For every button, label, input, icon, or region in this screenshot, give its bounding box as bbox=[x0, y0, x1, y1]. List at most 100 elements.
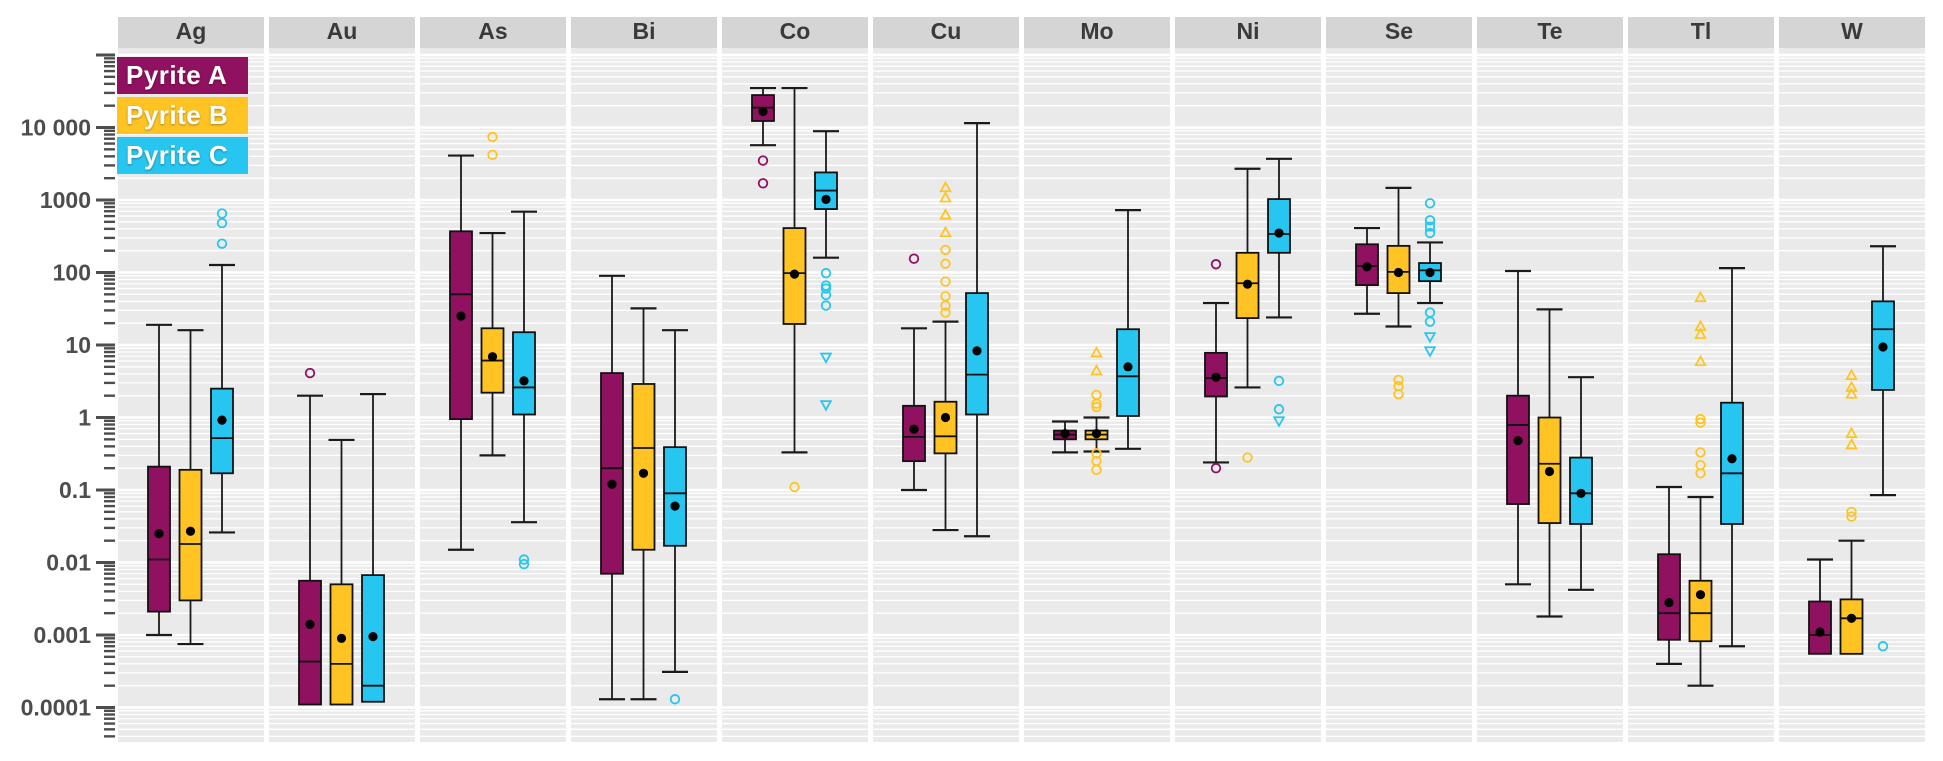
iqr-box bbox=[1657, 553, 1681, 641]
panel-header bbox=[1175, 17, 1321, 48]
iqr-box bbox=[1720, 401, 1744, 525]
outlier-circle-marker bbox=[820, 283, 832, 294]
box-au-pyrite-c bbox=[360, 393, 386, 703]
outlier-circle-marker bbox=[820, 267, 832, 279]
panel-w: W bbox=[1779, 17, 1925, 742]
outlier-circle-marker bbox=[1242, 452, 1253, 463]
outlier-circle-marker bbox=[940, 244, 951, 256]
mean-dot bbox=[1727, 454, 1737, 464]
outlier-triangle-down-marker bbox=[1423, 346, 1437, 358]
outlier-circle-marker bbox=[1695, 417, 1706, 428]
outlier-circle-marker bbox=[216, 217, 228, 229]
box-w-pyrite-b bbox=[1838, 368, 1865, 655]
panel-title: Ni bbox=[1237, 18, 1260, 44]
iqr-box bbox=[298, 579, 322, 706]
mean-dot bbox=[1815, 627, 1825, 637]
mean-dot bbox=[1211, 372, 1221, 382]
outlier-circle-marker bbox=[1424, 215, 1436, 226]
box-ag-pyrite-c bbox=[209, 208, 235, 534]
mean-dot bbox=[1695, 590, 1706, 600]
outlier-triangle-up-marker bbox=[1090, 364, 1103, 376]
iqr-box bbox=[1839, 598, 1864, 655]
outlier-circle-marker bbox=[1091, 398, 1102, 409]
outlier-triangle-up-marker bbox=[1694, 327, 1707, 339]
outlier-circle-marker bbox=[1393, 374, 1404, 386]
legend-label-pyrite-b: Pyrite B bbox=[126, 100, 229, 130]
outlier-circle-marker bbox=[216, 208, 228, 219]
iqr-box bbox=[933, 400, 958, 455]
outlier-circle-marker bbox=[1210, 462, 1222, 474]
box-se-pyrite-a bbox=[1354, 226, 1380, 315]
box-co-pyrite-a bbox=[750, 86, 776, 189]
legend: Pyrite A Pyrite B Pyrite C bbox=[117, 57, 248, 177]
outlier-triangle-up-marker bbox=[1845, 368, 1858, 380]
outlier-circle-marker bbox=[669, 694, 681, 705]
outlier-circle-marker bbox=[1695, 468, 1706, 479]
panel-cu: Cu bbox=[873, 17, 1019, 742]
outlier-triangle-up-marker bbox=[939, 191, 952, 203]
mean-dot bbox=[1091, 428, 1102, 439]
outlier-triangle-up-marker bbox=[1845, 380, 1858, 392]
panel-header bbox=[1326, 17, 1472, 48]
mean-dot bbox=[1123, 362, 1133, 372]
mean-dot bbox=[670, 501, 680, 511]
y-axis-label: 0.001 bbox=[33, 622, 91, 648]
legend-label-pyrite-a: Pyrite A bbox=[126, 60, 228, 90]
outlier-circle-marker bbox=[518, 554, 530, 565]
mean-dot bbox=[940, 412, 951, 423]
mean-dot bbox=[1664, 597, 1674, 608]
outlier-circle-marker bbox=[1846, 511, 1857, 522]
panel-header bbox=[420, 17, 566, 48]
panel-te: Te bbox=[1477, 17, 1623, 742]
y-axis-label: 0.0001 bbox=[21, 695, 92, 721]
mean-dot bbox=[607, 479, 617, 489]
box-bi-pyrite-c bbox=[662, 329, 688, 705]
outlier-circle-marker bbox=[820, 289, 832, 301]
y-axis-label: 0.1 bbox=[59, 477, 91, 503]
mean-dot bbox=[336, 633, 347, 643]
mean-dot bbox=[821, 194, 831, 204]
box-tl-pyrite-a bbox=[1656, 485, 1682, 665]
outlier-circle-marker bbox=[820, 300, 832, 311]
box-as-pyrite-c bbox=[511, 210, 537, 570]
mean-dot bbox=[1393, 267, 1404, 278]
mean-dot bbox=[217, 415, 227, 425]
panel-header bbox=[1024, 17, 1170, 48]
outlier-triangle-up-marker bbox=[1694, 290, 1707, 303]
iqr-box bbox=[1116, 328, 1140, 417]
outlier-triangle-up-marker bbox=[1845, 426, 1858, 439]
box-ni-pyrite-c bbox=[1266, 157, 1292, 428]
panel-header bbox=[722, 17, 868, 48]
box-cu-pyrite-b bbox=[932, 180, 959, 532]
box-bi-pyrite-b bbox=[630, 307, 657, 701]
box-ni-pyrite-a bbox=[1203, 259, 1229, 474]
mean-dot bbox=[368, 632, 378, 642]
iqr-box bbox=[663, 446, 687, 547]
outlier-triangle-up-marker bbox=[1090, 345, 1103, 358]
box-mo-pyrite-b bbox=[1083, 345, 1110, 475]
panel-header bbox=[1779, 17, 1925, 48]
panel-title: Ag bbox=[176, 18, 207, 44]
box-au-pyrite-b bbox=[328, 438, 355, 706]
mean-dot bbox=[1878, 342, 1888, 352]
mean-dot bbox=[909, 424, 919, 434]
outlier-circle-marker bbox=[304, 367, 316, 379]
outlier-triangle-up-marker bbox=[1694, 354, 1707, 367]
outlier-circle-marker bbox=[1877, 641, 1889, 652]
box-w-pyrite-c bbox=[1870, 245, 1896, 652]
outlier-square-marker bbox=[1425, 221, 1435, 232]
panel-title: W bbox=[1841, 18, 1863, 44]
outlier-circle-marker bbox=[757, 155, 769, 166]
panel-bi: Bi bbox=[571, 17, 717, 742]
legend-label-pyrite-c: Pyrite C bbox=[126, 140, 229, 170]
panel-tl: Tl bbox=[1628, 17, 1774, 742]
mean-dot bbox=[1544, 466, 1555, 477]
outlier-circle-marker bbox=[940, 276, 951, 287]
y-axis: 10 000 1000 100 10 1 0.1 0.01 0.001 0.0001 bbox=[21, 53, 115, 738]
mean-dot bbox=[972, 346, 982, 356]
y-axis-label: 1000 bbox=[40, 187, 91, 213]
outlier-triangle-up-marker bbox=[1845, 437, 1858, 450]
mean-dot bbox=[305, 619, 315, 630]
